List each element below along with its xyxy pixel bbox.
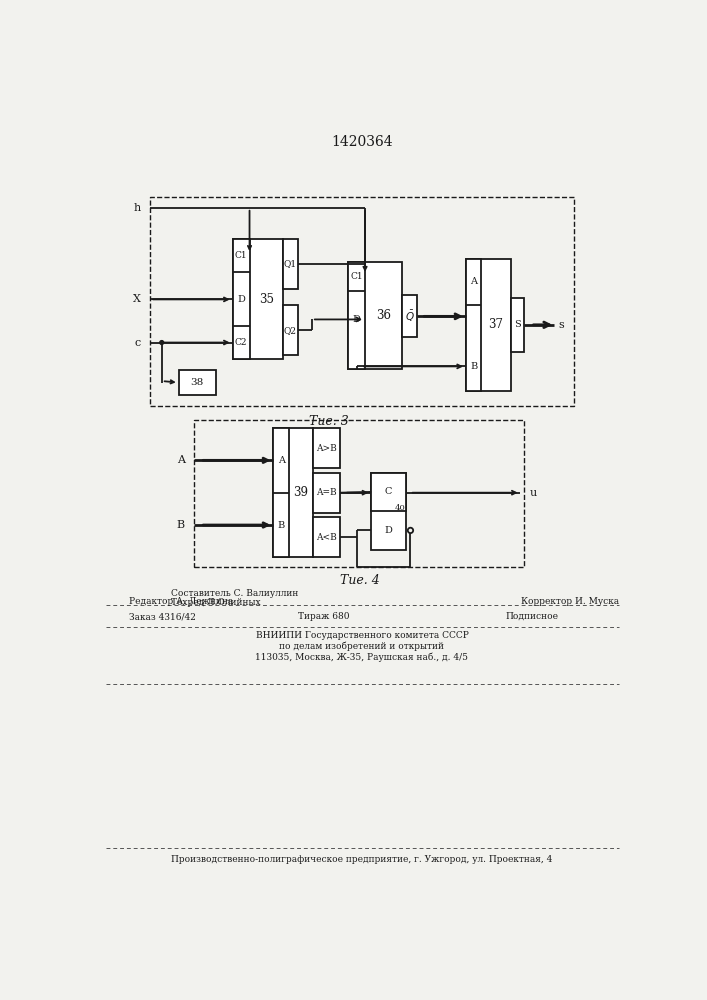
Text: A: A <box>177 455 185 465</box>
Text: D: D <box>237 295 245 304</box>
Text: D: D <box>353 315 361 324</box>
Bar <box>348 262 365 369</box>
Bar <box>233 239 250 359</box>
Text: C1: C1 <box>350 272 363 281</box>
Text: B: B <box>177 520 185 530</box>
Bar <box>194 420 524 567</box>
Text: C2: C2 <box>235 338 247 347</box>
Bar <box>283 239 298 289</box>
Bar <box>402 295 417 337</box>
Text: Τие. 4: Τие. 4 <box>340 574 380 587</box>
Text: h: h <box>134 203 141 213</box>
Text: Техред Л.Олийных: Техред Л.Олийных <box>171 598 261 607</box>
Bar <box>371 473 406 511</box>
Text: A: A <box>278 456 285 465</box>
Text: Q1: Q1 <box>284 259 297 268</box>
Text: Заказ 4316/42: Заказ 4316/42 <box>129 612 196 621</box>
Text: 37: 37 <box>489 318 503 331</box>
Text: 1420364: 1420364 <box>331 135 393 149</box>
Bar <box>313 473 340 513</box>
Bar <box>313 428 340 468</box>
Text: 113035, Москва, Ж-35, Раушская наб., д. 4/5: 113035, Москва, Ж-35, Раушская наб., д. … <box>255 653 469 662</box>
Text: Подписное: Подписное <box>506 612 559 621</box>
Text: S: S <box>514 320 521 329</box>
Bar <box>233 239 283 359</box>
Text: C: C <box>385 487 392 496</box>
Bar <box>466 259 510 391</box>
Text: u: u <box>530 488 537 498</box>
Text: D: D <box>384 526 392 535</box>
Text: 38: 38 <box>191 378 204 387</box>
Text: A<B: A<B <box>316 533 337 542</box>
Text: 40: 40 <box>395 504 405 512</box>
Text: s: s <box>559 320 564 330</box>
Bar <box>348 262 402 369</box>
Text: 35: 35 <box>259 293 274 306</box>
Text: B: B <box>277 521 285 530</box>
Text: X: X <box>133 294 141 304</box>
Bar <box>274 428 313 557</box>
Bar <box>274 428 288 557</box>
Text: Производственно-полиграфическое предприятие, г. Ужгород, ул. Проектная, 4: Производственно-полиграфическое предприя… <box>171 855 553 864</box>
Text: Тираж 680: Тираж 680 <box>298 612 349 621</box>
Text: 36: 36 <box>376 309 391 322</box>
Text: Редактор А. Лежнина: Редактор А. Лежнина <box>129 597 233 606</box>
Text: C1: C1 <box>235 251 247 260</box>
Text: c: c <box>135 338 141 348</box>
Text: Q2: Q2 <box>284 326 297 335</box>
Text: Корректор И. Муска: Корректор И. Муска <box>521 597 619 606</box>
Bar <box>179 370 216 395</box>
Text: 39: 39 <box>293 486 309 499</box>
Bar <box>371 473 406 550</box>
Text: ВНИИПИ Государственного комитета СССР: ВНИИПИ Государственного комитета СССР <box>255 631 469 640</box>
Text: B: B <box>470 362 477 371</box>
Text: по делам изобретений и открытий: по делам изобретений и открытий <box>279 642 445 651</box>
Text: A>B: A>B <box>316 444 337 453</box>
Bar <box>283 305 298 355</box>
Bar <box>466 259 481 391</box>
Bar <box>150 197 573 406</box>
Bar <box>313 517 340 557</box>
Text: Составитель С. Валиуллин: Составитель С. Валиуллин <box>171 589 298 598</box>
Text: A: A <box>470 277 477 286</box>
Bar <box>510 298 525 352</box>
Text: Τие. 3: Τие. 3 <box>309 415 349 428</box>
Circle shape <box>160 341 164 344</box>
Text: A=B: A=B <box>316 488 337 497</box>
Text: $\bar{Q}$: $\bar{Q}$ <box>405 309 414 324</box>
